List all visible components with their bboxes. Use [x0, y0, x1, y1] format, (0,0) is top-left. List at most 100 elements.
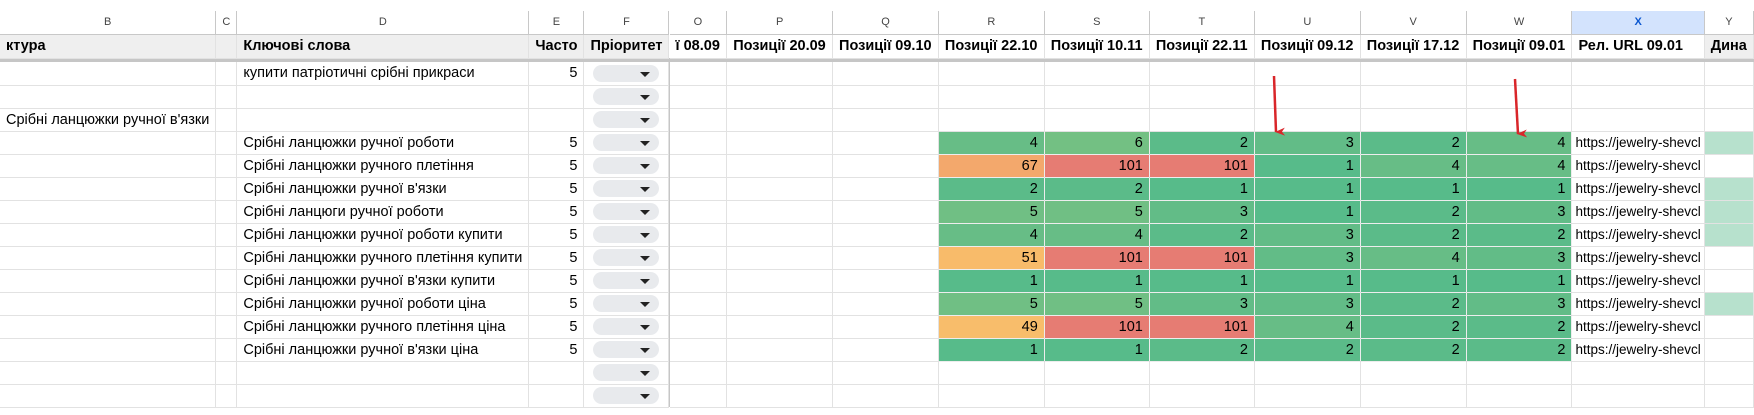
cell-frequency[interactable]: 5	[528, 338, 585, 362]
cell-relevant-url[interactable]	[1571, 85, 1705, 109]
cell-position-W[interactable]	[1466, 384, 1573, 408]
cell-position-V[interactable]	[1360, 108, 1467, 132]
cell-position-W[interactable]	[1466, 85, 1573, 109]
cell-position-S[interactable]: 101	[1044, 315, 1150, 339]
cell-dynamics[interactable]	[1704, 338, 1754, 362]
cell-position-R[interactable]: 1	[938, 269, 1045, 293]
cell-position-W[interactable]: 3	[1466, 292, 1573, 316]
cell-relevant-url[interactable]	[1571, 108, 1705, 132]
cell-position-R[interactable]	[938, 62, 1045, 86]
cell-dynamics[interactable]	[1704, 315, 1754, 339]
cell-frequency[interactable]: 5	[528, 200, 585, 224]
header-cell-T[interactable]: Позиції 22.11	[1149, 34, 1255, 59]
cell-position-P[interactable]	[726, 85, 834, 109]
cell-keyword[interactable]	[236, 384, 530, 408]
header-cell-R[interactable]: Позиції 22.10	[938, 34, 1045, 59]
cell-dynamics[interactable]	[1704, 154, 1754, 178]
cell-position-U[interactable]	[1254, 62, 1361, 86]
cell-relevant-url[interactable]	[1571, 384, 1705, 408]
cell-c[interactable]	[215, 200, 238, 224]
cell-position-R[interactable]: 2	[938, 177, 1045, 201]
cell-frequency[interactable]: 5	[528, 62, 585, 86]
cell-structure[interactable]	[0, 131, 217, 155]
cell-c[interactable]	[215, 154, 238, 178]
cell-structure[interactable]	[0, 361, 217, 385]
frozen-row-divider[interactable]	[0, 58, 1754, 62]
cell-position-R[interactable]	[938, 85, 1045, 109]
priority-dropdown[interactable]	[593, 364, 660, 381]
cell-position-O[interactable]	[669, 269, 728, 293]
cell-relevant-url[interactable]	[1571, 361, 1705, 385]
cell-position-Q[interactable]	[832, 85, 939, 109]
cell-frequency[interactable]: 5	[528, 177, 585, 201]
freeze-divider[interactable]	[668, 246, 670, 269]
cell-structure[interactable]: Срібні ланцюжки ручної в'язки	[0, 108, 217, 132]
cell-position-T[interactable]: 3	[1149, 200, 1255, 224]
cell-position-W[interactable]: 2	[1466, 338, 1573, 362]
cell-position-U[interactable]	[1254, 108, 1361, 132]
column-header-P[interactable]: P	[726, 11, 834, 35]
cell-position-O[interactable]	[669, 85, 728, 109]
cell-position-V[interactable]	[1360, 85, 1467, 109]
cell-position-V[interactable]	[1360, 384, 1467, 408]
freeze-divider[interactable]	[668, 154, 670, 177]
freeze-divider[interactable]	[668, 338, 670, 361]
priority-dropdown[interactable]	[593, 134, 660, 151]
cell-dynamics[interactable]	[1704, 223, 1754, 247]
cell-c[interactable]	[215, 108, 238, 132]
priority-dropdown[interactable]	[593, 226, 660, 243]
cell-position-T[interactable]: 101	[1149, 246, 1255, 270]
cell-c[interactable]	[215, 246, 238, 270]
cell-position-R[interactable]	[938, 108, 1045, 132]
cell-position-R[interactable]: 4	[938, 131, 1045, 155]
cell-position-V[interactable]: 4	[1360, 246, 1467, 270]
cell-keyword[interactable]	[236, 108, 530, 132]
freeze-divider[interactable]	[668, 11, 670, 34]
cell-relevant-url[interactable]: https://jewelry-shevcl	[1571, 131, 1705, 155]
cell-relevant-url[interactable]: https://jewelry-shevcl	[1571, 154, 1705, 178]
header-cell-U[interactable]: Позиції 09.12	[1254, 34, 1361, 59]
cell-position-W[interactable]: 4	[1466, 131, 1573, 155]
header-cell-P[interactable]: Позиції 20.09	[726, 34, 834, 59]
cell-c[interactable]	[215, 269, 238, 293]
cell-position-W[interactable]	[1466, 361, 1573, 385]
cell-position-U[interactable]: 1	[1254, 269, 1361, 293]
cell-position-Q[interactable]	[832, 223, 939, 247]
cell-dynamics[interactable]	[1704, 108, 1754, 132]
cell-position-W[interactable]	[1466, 62, 1573, 86]
cell-position-T[interactable]	[1149, 62, 1255, 86]
priority-dropdown[interactable]	[593, 341, 660, 358]
cell-position-Q[interactable]	[832, 315, 939, 339]
freeze-divider[interactable]	[668, 292, 670, 315]
cell-structure[interactable]	[0, 315, 217, 339]
cell-structure[interactable]	[0, 177, 217, 201]
cell-keyword[interactable]: Срібні ланцюжки ручної роботи ціна	[236, 292, 530, 316]
cell-position-O[interactable]	[669, 200, 728, 224]
cell-position-S[interactable]: 101	[1044, 246, 1150, 270]
column-header-B[interactable]: B	[0, 11, 217, 35]
cell-position-V[interactable]: 2	[1360, 200, 1467, 224]
cell-position-O[interactable]	[669, 338, 728, 362]
cell-relevant-url[interactable]: https://jewelry-shevcl	[1571, 292, 1705, 316]
cell-position-T[interactable]	[1149, 361, 1255, 385]
cell-position-O[interactable]	[669, 62, 728, 86]
cell-frequency[interactable]: 5	[528, 223, 585, 247]
cell-relevant-url[interactable]: https://jewelry-shevcl	[1571, 246, 1705, 270]
cell-relevant-url[interactable]	[1571, 62, 1705, 86]
cell-position-P[interactable]	[726, 269, 834, 293]
cell-position-S[interactable]	[1044, 85, 1150, 109]
cell-position-Q[interactable]	[832, 177, 939, 201]
column-header-S[interactable]: S	[1044, 11, 1150, 35]
cell-position-S[interactable]	[1044, 361, 1150, 385]
column-header-Q[interactable]: Q	[832, 11, 939, 35]
header-cell-F[interactable]: Пріоритет	[583, 34, 670, 59]
cell-relevant-url[interactable]: https://jewelry-shevcl	[1571, 223, 1705, 247]
cell-frequency[interactable]: 5	[528, 131, 585, 155]
cell-position-O[interactable]	[669, 384, 728, 408]
cell-relevant-url[interactable]: https://jewelry-shevcl	[1571, 338, 1705, 362]
cell-c[interactable]	[215, 62, 238, 86]
cell-position-P[interactable]	[726, 177, 834, 201]
cell-dynamics[interactable]	[1704, 200, 1754, 224]
cell-position-U[interactable]: 1	[1254, 200, 1361, 224]
cell-position-T[interactable]: 101	[1149, 315, 1255, 339]
